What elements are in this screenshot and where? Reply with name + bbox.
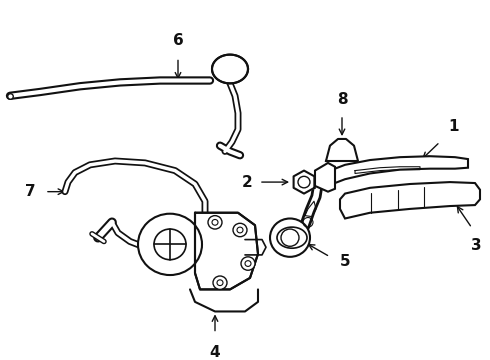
Polygon shape (294, 171, 315, 194)
Polygon shape (330, 156, 468, 185)
Circle shape (213, 276, 227, 289)
Text: 5: 5 (340, 254, 351, 269)
Polygon shape (315, 163, 335, 192)
Polygon shape (195, 213, 258, 289)
Polygon shape (340, 182, 480, 219)
Circle shape (241, 257, 255, 270)
Text: 2: 2 (241, 175, 252, 190)
Polygon shape (326, 139, 358, 161)
Text: 3: 3 (471, 238, 481, 253)
Text: 8: 8 (337, 92, 347, 107)
Circle shape (208, 216, 222, 229)
Text: 4: 4 (210, 345, 220, 360)
Text: 7: 7 (25, 184, 36, 199)
Polygon shape (212, 55, 248, 84)
Circle shape (138, 214, 202, 275)
Circle shape (270, 219, 310, 257)
Text: 6: 6 (172, 33, 183, 48)
Circle shape (233, 223, 247, 237)
Text: 1: 1 (448, 119, 459, 134)
